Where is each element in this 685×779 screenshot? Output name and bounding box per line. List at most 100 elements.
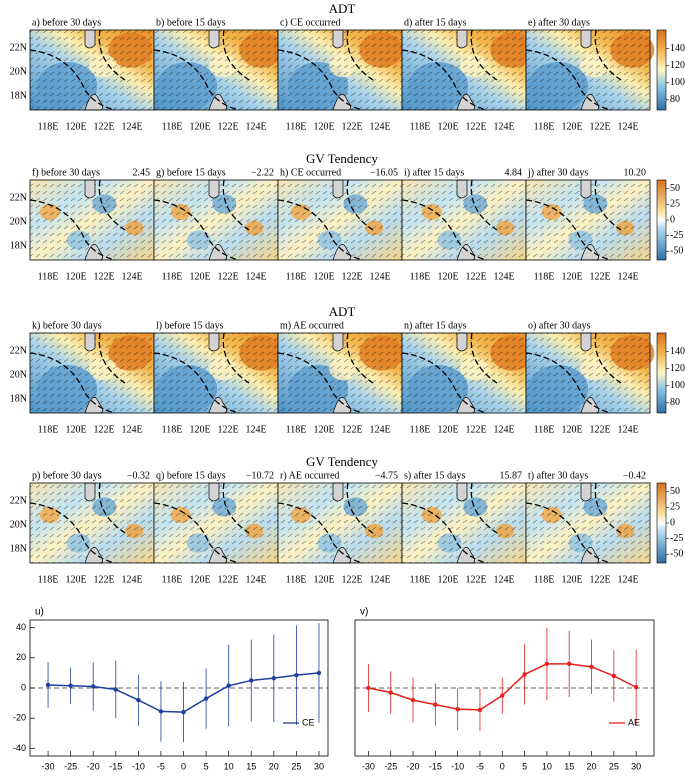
panel-label: o) after 30 days bbox=[528, 320, 591, 331]
x-tick-label: 124E bbox=[369, 271, 390, 282]
legend-label: CE bbox=[302, 717, 315, 727]
land bbox=[208, 29, 227, 111]
x-tick-label: 0 bbox=[181, 761, 186, 771]
x-tick-label: 124E bbox=[493, 271, 514, 282]
x-tick-label: 120E bbox=[437, 574, 458, 585]
x-tick-label: 122E bbox=[93, 574, 114, 585]
map-panel bbox=[29, 29, 155, 111]
row-title: ADT bbox=[329, 304, 356, 319]
panel-label: t) after 30 days bbox=[528, 470, 588, 481]
contour bbox=[29, 482, 126, 564]
x-tick-label: 10 bbox=[542, 761, 552, 771]
colorbar-tick-label: -25 bbox=[670, 533, 683, 544]
map-panel bbox=[29, 332, 155, 414]
x-tick-label: 122E bbox=[465, 424, 486, 435]
x-tick-label: 122E bbox=[465, 271, 486, 282]
x-tick-label: 120E bbox=[65, 121, 86, 132]
x-tick-label: -5 bbox=[476, 761, 484, 771]
panel-label: c) CE occurred bbox=[280, 17, 341, 28]
panel-label: s) after 15 days bbox=[404, 470, 465, 481]
legend-label: AE bbox=[628, 717, 640, 727]
x-tick-label: 118E bbox=[38, 574, 59, 585]
point bbox=[544, 661, 550, 667]
panel-label: l) before 15 days bbox=[156, 320, 224, 331]
x-tick-label: 118E bbox=[38, 271, 59, 282]
map-panel bbox=[153, 29, 284, 111]
x-tick-label: -15 bbox=[429, 761, 442, 771]
land bbox=[456, 482, 475, 564]
colorbar-tick-label: 0 bbox=[670, 517, 675, 528]
colorbar-tick-label: 120 bbox=[670, 60, 685, 71]
map-panel bbox=[401, 332, 535, 414]
point bbox=[113, 687, 118, 692]
map-panel bbox=[277, 482, 403, 564]
x-tick-label: 122E bbox=[341, 271, 362, 282]
x-tick-label: 5 bbox=[204, 761, 209, 771]
x-tick-label: 118E bbox=[534, 574, 555, 585]
map-panel bbox=[525, 179, 651, 261]
panel-label: n) after 15 days bbox=[404, 320, 467, 331]
x-tick-label: 122E bbox=[589, 271, 610, 282]
map-panel bbox=[525, 482, 651, 564]
x-tick-label: -25 bbox=[384, 761, 397, 771]
map-panel bbox=[153, 179, 279, 261]
x-tick-label: 122E bbox=[465, 574, 486, 585]
x-tick-label: 122E bbox=[93, 271, 114, 282]
x-tick-label: 122E bbox=[341, 424, 362, 435]
contour bbox=[277, 482, 374, 564]
panel-value: 10.20 bbox=[624, 167, 647, 178]
y-tick-label: 18N bbox=[10, 240, 27, 251]
point bbox=[500, 693, 505, 698]
y-tick-label: 18N bbox=[10, 543, 27, 554]
land bbox=[580, 332, 599, 414]
point bbox=[633, 685, 639, 690]
x-tick-label: 124E bbox=[617, 121, 638, 132]
panel-label: i) after 15 days bbox=[404, 167, 464, 178]
panel-frame bbox=[525, 29, 651, 111]
x-tick-label: 30 bbox=[314, 761, 324, 771]
land bbox=[208, 332, 227, 414]
panel-label: b) before 15 days bbox=[156, 17, 226, 28]
y-tick-label: 18N bbox=[10, 90, 27, 101]
point bbox=[136, 697, 141, 703]
point bbox=[91, 684, 96, 689]
x-tick-label: 118E bbox=[162, 424, 183, 435]
panel-label: g) before 15 days bbox=[156, 167, 226, 178]
contour bbox=[525, 332, 622, 414]
x-tick-label: 124E bbox=[493, 424, 514, 435]
x-tick-label: -30 bbox=[42, 761, 55, 771]
panel-label: q) before 15 days bbox=[156, 470, 226, 481]
land bbox=[332, 179, 351, 261]
row-title: ADT bbox=[329, 1, 356, 16]
x-tick-label: 120E bbox=[65, 424, 86, 435]
panel-label: f) before 30 days bbox=[32, 167, 100, 178]
land bbox=[208, 179, 227, 261]
x-tick-label: 118E bbox=[162, 271, 183, 282]
y-tick-label: 20 bbox=[16, 652, 26, 662]
x-tick-label: 124E bbox=[369, 121, 390, 132]
panel-value: −2.22 bbox=[251, 167, 274, 178]
map-panel bbox=[401, 179, 527, 261]
row-title: GV Tendency bbox=[306, 151, 378, 166]
x-tick-label: 120E bbox=[313, 271, 334, 282]
point bbox=[45, 682, 51, 688]
x-tick-label: 120E bbox=[561, 574, 582, 585]
x-tick-label: 124E bbox=[617, 271, 638, 282]
point bbox=[181, 709, 186, 715]
point bbox=[589, 664, 594, 670]
chart-label: v) bbox=[360, 607, 368, 618]
point bbox=[271, 675, 277, 681]
x-tick-label: 124E bbox=[245, 271, 266, 282]
map-panel bbox=[277, 29, 404, 111]
y-tick-label: -20 bbox=[13, 713, 26, 723]
point bbox=[316, 670, 322, 676]
point bbox=[477, 707, 483, 713]
land bbox=[332, 332, 351, 414]
x-tick-label: 118E bbox=[38, 121, 59, 132]
colorbar-tick-label: 50 bbox=[670, 183, 680, 194]
x-tick-label: 120E bbox=[561, 121, 582, 132]
contour bbox=[277, 332, 374, 414]
colorbar bbox=[656, 179, 667, 261]
x-tick-label: 118E bbox=[286, 574, 307, 585]
